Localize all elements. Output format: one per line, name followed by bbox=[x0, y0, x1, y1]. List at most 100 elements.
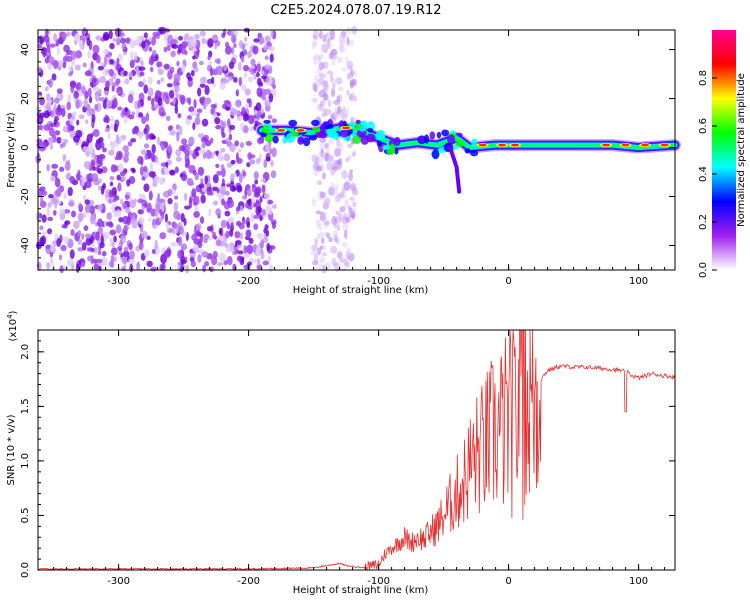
noise-blob bbox=[327, 138, 334, 144]
noise-blob bbox=[224, 190, 230, 196]
noise-blob bbox=[253, 74, 257, 80]
noise-blob bbox=[340, 111, 345, 121]
trace-blob bbox=[352, 135, 362, 145]
noise-blob bbox=[145, 130, 149, 141]
noise-blob bbox=[87, 50, 91, 60]
noise-blob bbox=[178, 236, 183, 246]
trace-blob bbox=[325, 130, 333, 135]
noise-blob bbox=[204, 139, 212, 147]
noise-blob bbox=[168, 89, 175, 99]
noise-blob bbox=[140, 252, 146, 261]
noise-blob bbox=[190, 111, 196, 116]
noise-blob bbox=[148, 46, 153, 52]
noise-blob bbox=[201, 142, 206, 149]
noise-blob bbox=[330, 87, 336, 98]
noise-blob bbox=[330, 167, 336, 176]
trace-blob bbox=[394, 136, 401, 147]
noise-blob bbox=[257, 81, 264, 87]
noise-blob bbox=[143, 32, 148, 39]
noise-blob bbox=[59, 143, 64, 149]
noise-blob bbox=[135, 245, 141, 252]
noise-blob bbox=[316, 232, 322, 240]
noise-blob bbox=[240, 122, 244, 131]
noise-blob bbox=[138, 112, 144, 118]
noise-blob bbox=[109, 175, 115, 181]
trace-blob bbox=[382, 145, 391, 150]
noise-blob bbox=[330, 48, 338, 56]
noise-blob bbox=[105, 221, 110, 227]
noise-blob bbox=[53, 97, 60, 104]
noise-blob bbox=[254, 120, 259, 126]
noise-blob bbox=[194, 205, 199, 212]
noise-blob bbox=[329, 159, 337, 168]
noise-blob bbox=[62, 264, 69, 270]
noise-blob bbox=[174, 166, 179, 174]
noise-blob bbox=[253, 109, 258, 115]
figure-title: C2E5.2024.078.07.19.R12 bbox=[270, 3, 441, 18]
noise-blob bbox=[312, 39, 318, 47]
noise-blob bbox=[76, 119, 80, 126]
noise-blob bbox=[115, 64, 120, 71]
noise-blob bbox=[197, 87, 202, 97]
noise-blob bbox=[138, 92, 145, 102]
noise-blob bbox=[269, 53, 274, 63]
noise-blob bbox=[246, 230, 251, 238]
trace-blob bbox=[355, 119, 361, 125]
noise-blob bbox=[256, 264, 263, 270]
noise-blob bbox=[112, 197, 117, 203]
noise-blob bbox=[242, 219, 247, 224]
noise-blob bbox=[120, 198, 124, 205]
noise-blob bbox=[75, 82, 80, 90]
noise-blob bbox=[118, 217, 124, 223]
noise-blob bbox=[86, 133, 93, 144]
noise-blob bbox=[332, 230, 339, 238]
noise-blob bbox=[141, 40, 146, 49]
noise-blob bbox=[214, 117, 221, 125]
noise-blob bbox=[100, 234, 104, 245]
noise-blob bbox=[204, 85, 210, 96]
noise-blob bbox=[42, 35, 50, 43]
noise-blob bbox=[156, 79, 161, 85]
noise-blob bbox=[81, 176, 85, 187]
noise-blob bbox=[346, 247, 351, 258]
noise-blob bbox=[84, 70, 92, 77]
noise-blob bbox=[312, 82, 317, 91]
noise-blob bbox=[59, 208, 66, 215]
noise-blob bbox=[199, 216, 205, 224]
noise-blob bbox=[227, 218, 233, 223]
noise-blob bbox=[319, 100, 326, 107]
noise-blob bbox=[204, 98, 209, 107]
noise-blob bbox=[327, 99, 332, 108]
noise-blob bbox=[268, 45, 276, 52]
noise-blob bbox=[126, 216, 131, 226]
noise-blob bbox=[123, 246, 129, 253]
noise-blob bbox=[254, 179, 259, 185]
noise-blob bbox=[176, 60, 180, 67]
trace-blob bbox=[342, 120, 347, 128]
noise-blob bbox=[199, 148, 206, 155]
noise-blob bbox=[105, 80, 110, 91]
x-tick-label: -300 bbox=[107, 276, 130, 287]
noise-blob bbox=[116, 174, 121, 181]
spectrogram-x-axis-label: Height of straight line (km) bbox=[293, 285, 429, 296]
noise-blob bbox=[167, 144, 172, 154]
noise-blob bbox=[110, 141, 115, 151]
noise-blob bbox=[175, 156, 182, 163]
noise-blob bbox=[272, 204, 277, 209]
noise-blob bbox=[339, 218, 347, 223]
trace-blob bbox=[423, 134, 430, 144]
noise-blob bbox=[82, 194, 87, 201]
noise-blob bbox=[255, 102, 262, 111]
noise-blob bbox=[151, 143, 156, 154]
noise-blob bbox=[343, 258, 348, 267]
noise-blob bbox=[67, 124, 71, 133]
noise-blob bbox=[239, 142, 244, 149]
noise-blob bbox=[75, 99, 80, 109]
noise-blob bbox=[193, 200, 198, 206]
noise-blob bbox=[97, 204, 104, 211]
noise-blob bbox=[91, 166, 97, 171]
noise-blob bbox=[261, 107, 265, 114]
noise-blob bbox=[336, 138, 341, 148]
noise-blob bbox=[351, 151, 357, 157]
noise-blob bbox=[261, 208, 266, 216]
